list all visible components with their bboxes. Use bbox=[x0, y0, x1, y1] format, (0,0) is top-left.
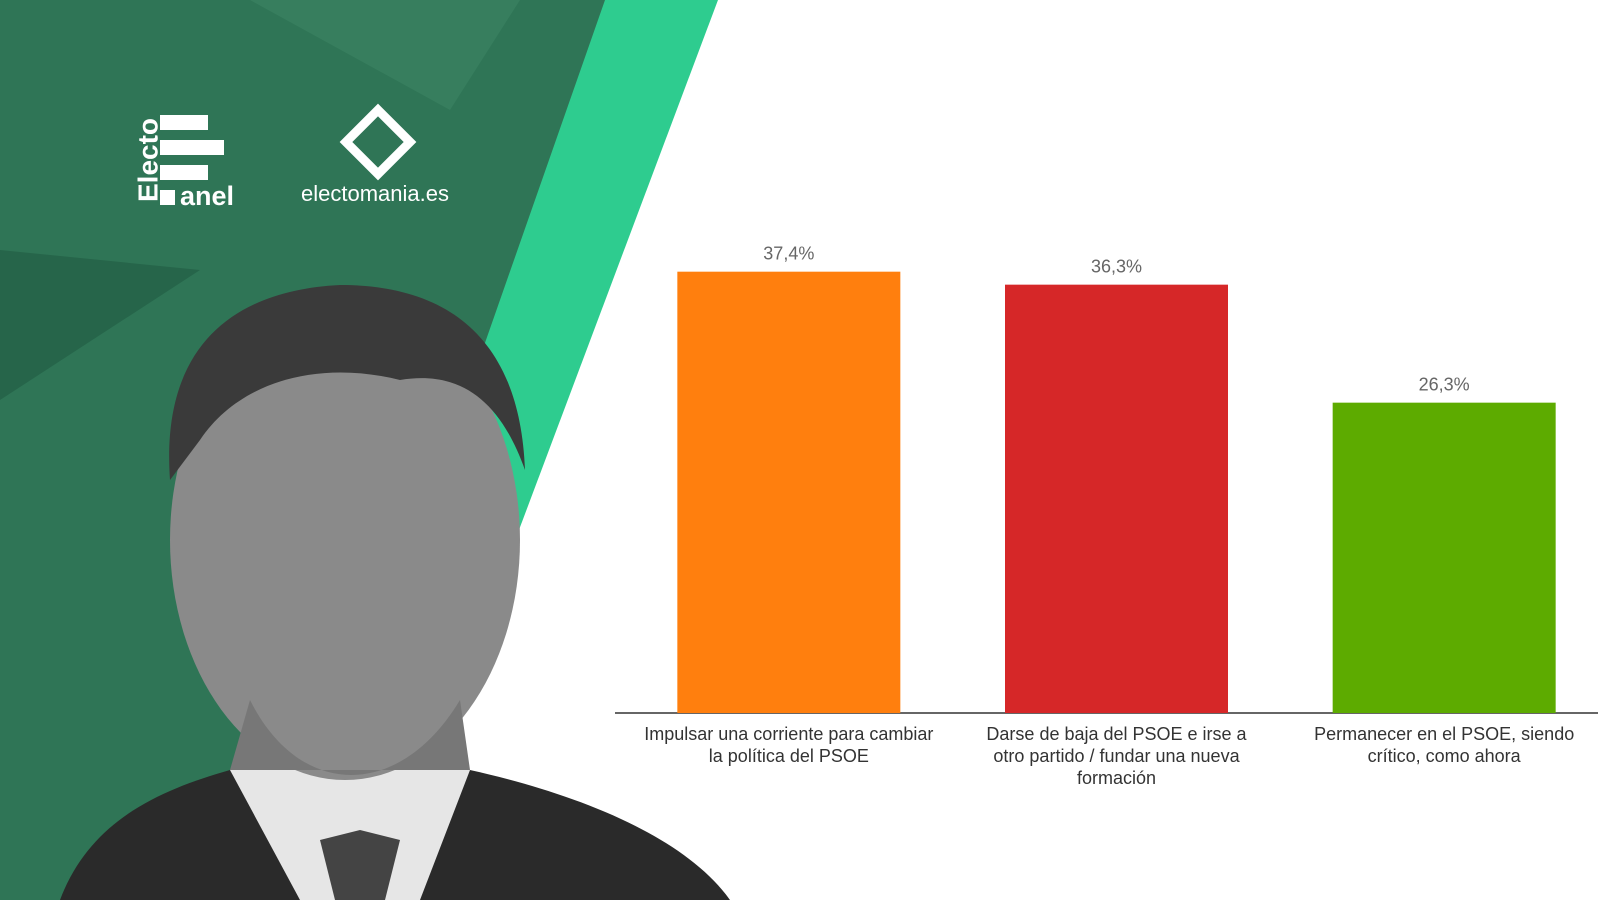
x-tick-label: Darse de baja del PSOE e irse a otro par… bbox=[986, 724, 1247, 788]
panel-facet bbox=[0, 250, 200, 400]
panel-facet bbox=[250, 0, 520, 110]
value-label: 26,3% bbox=[1419, 375, 1470, 395]
logo-text: anel bbox=[180, 181, 234, 211]
x-tick-label: Permanecer en el PSOE, siendo crítico, c… bbox=[1314, 724, 1575, 766]
x-tick-label-box: Permanecer en el PSOE, siendo crítico, c… bbox=[1314, 724, 1575, 766]
bar bbox=[1005, 284, 1228, 713]
value-label: 37,4% bbox=[763, 244, 814, 264]
bar bbox=[677, 271, 901, 713]
chart: 37,4% Impulsar una corriente para cambiar… bbox=[644, 244, 1575, 788]
portrait bbox=[60, 285, 730, 900]
value-label: 36,3% bbox=[1091, 257, 1142, 277]
x-tick-label-box: Darse de baja del PSOE e irse a otro par… bbox=[986, 724, 1247, 788]
x-tick-label-box: Impulsar una corriente para cambiar la p… bbox=[644, 724, 934, 766]
logo-electomania: electomania.es bbox=[301, 103, 449, 206]
logo-text: Electo bbox=[132, 118, 163, 202]
logo-text: electomania.es bbox=[301, 181, 449, 206]
logo-electopanel: Electo anel bbox=[132, 115, 234, 211]
bar bbox=[1332, 402, 1556, 713]
x-tick-label: Impulsar una corriente para cambiar la p… bbox=[644, 724, 934, 766]
